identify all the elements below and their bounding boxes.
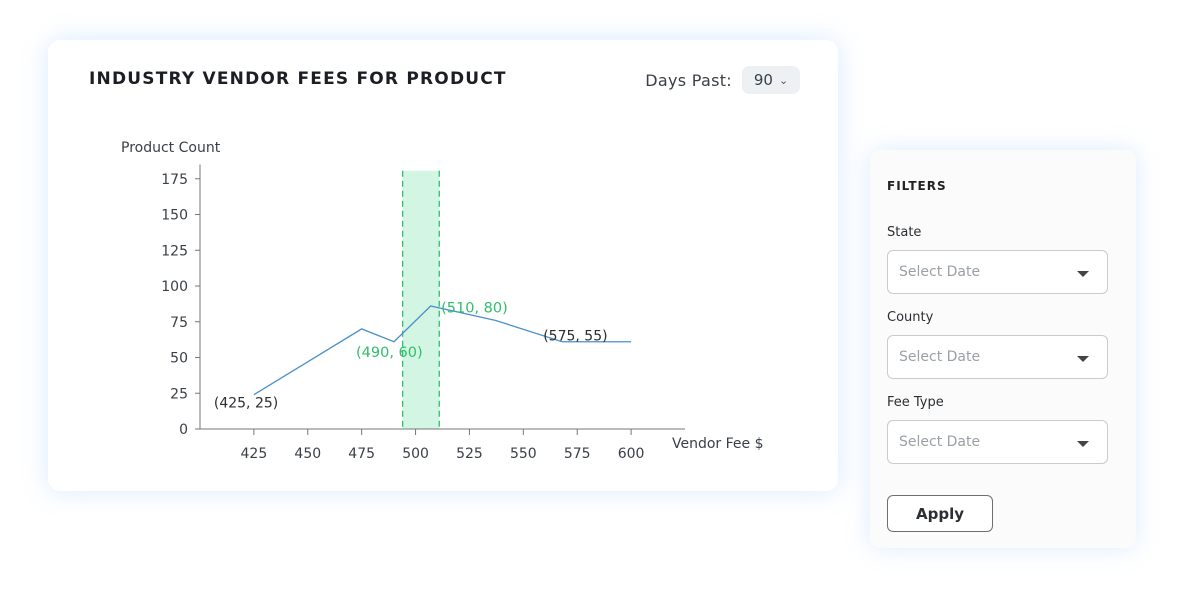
fee-type-label: Fee Type (887, 395, 944, 410)
highlight-band (402, 170, 440, 429)
fee-type-placeholder: Select Date (899, 434, 981, 450)
days-past-label: Days Past: (645, 70, 732, 90)
x-tick-label: 600 (618, 446, 645, 462)
x-tick-label: 500 (402, 446, 429, 462)
series-line (253, 305, 632, 396)
county-select[interactable]: Select Date (887, 335, 1108, 379)
filters-title: FILTERS (887, 179, 947, 193)
y-tick-label: 50 (170, 351, 188, 367)
data-label: (425, 25) (214, 395, 278, 411)
caret-down-icon (1077, 441, 1089, 447)
days-past-value: 90 (753, 71, 773, 89)
x-tick-label: 425 (241, 446, 268, 462)
y-tick-label: 25 (170, 386, 188, 402)
x-tick-label: 475 (348, 446, 375, 462)
x-tick-label: 450 (294, 446, 321, 462)
x-axis-label: Vendor Fee $ (672, 436, 764, 452)
apply-button[interactable]: Apply (887, 495, 993, 532)
y-tick-label: 175 (161, 172, 188, 188)
x-tick-label: 575 (564, 446, 591, 462)
chart-title: INDUSTRY VENDOR FEES FOR PRODUCT (89, 69, 507, 89)
x-tick-label: 525 (456, 446, 483, 462)
county-label: County (887, 310, 934, 325)
filters-panel: FILTERS State Select Date County Select … (870, 150, 1136, 548)
y-tick-label: 150 (161, 208, 188, 224)
data-label: (510, 80) (441, 301, 508, 317)
chevron-down-icon: ⌄ (778, 73, 789, 87)
caret-down-icon (1077, 271, 1089, 277)
x-tick-label: 550 (510, 446, 537, 462)
state-label: State (887, 225, 922, 240)
state-select[interactable]: Select Date (887, 250, 1108, 294)
county-placeholder: Select Date (899, 349, 981, 365)
caret-down-icon (1077, 356, 1089, 362)
y-tick-label: 75 (170, 315, 188, 331)
days-past-select[interactable]: 90 ⌄ (742, 66, 800, 94)
y-tick-label: 125 (161, 243, 188, 259)
data-label: (490, 60) (356, 345, 423, 361)
days-past-control: Days Past: 90 ⌄ (645, 66, 800, 94)
fee-type-select[interactable]: Select Date (887, 420, 1108, 464)
y-tick-label: 0 (179, 422, 188, 438)
chart-card: INDUSTRY VENDOR FEES FOR PRODUCT Days Pa… (48, 40, 838, 491)
data-label: (575, 55) (543, 328, 607, 344)
y-tick-label: 100 (161, 279, 188, 295)
state-placeholder: Select Date (899, 264, 981, 280)
line-chart: 0 25 50 75 100 125 150 175 425 450 475 500 525 550 575… (121, 140, 764, 462)
y-axis-label: Product Count (121, 140, 221, 156)
